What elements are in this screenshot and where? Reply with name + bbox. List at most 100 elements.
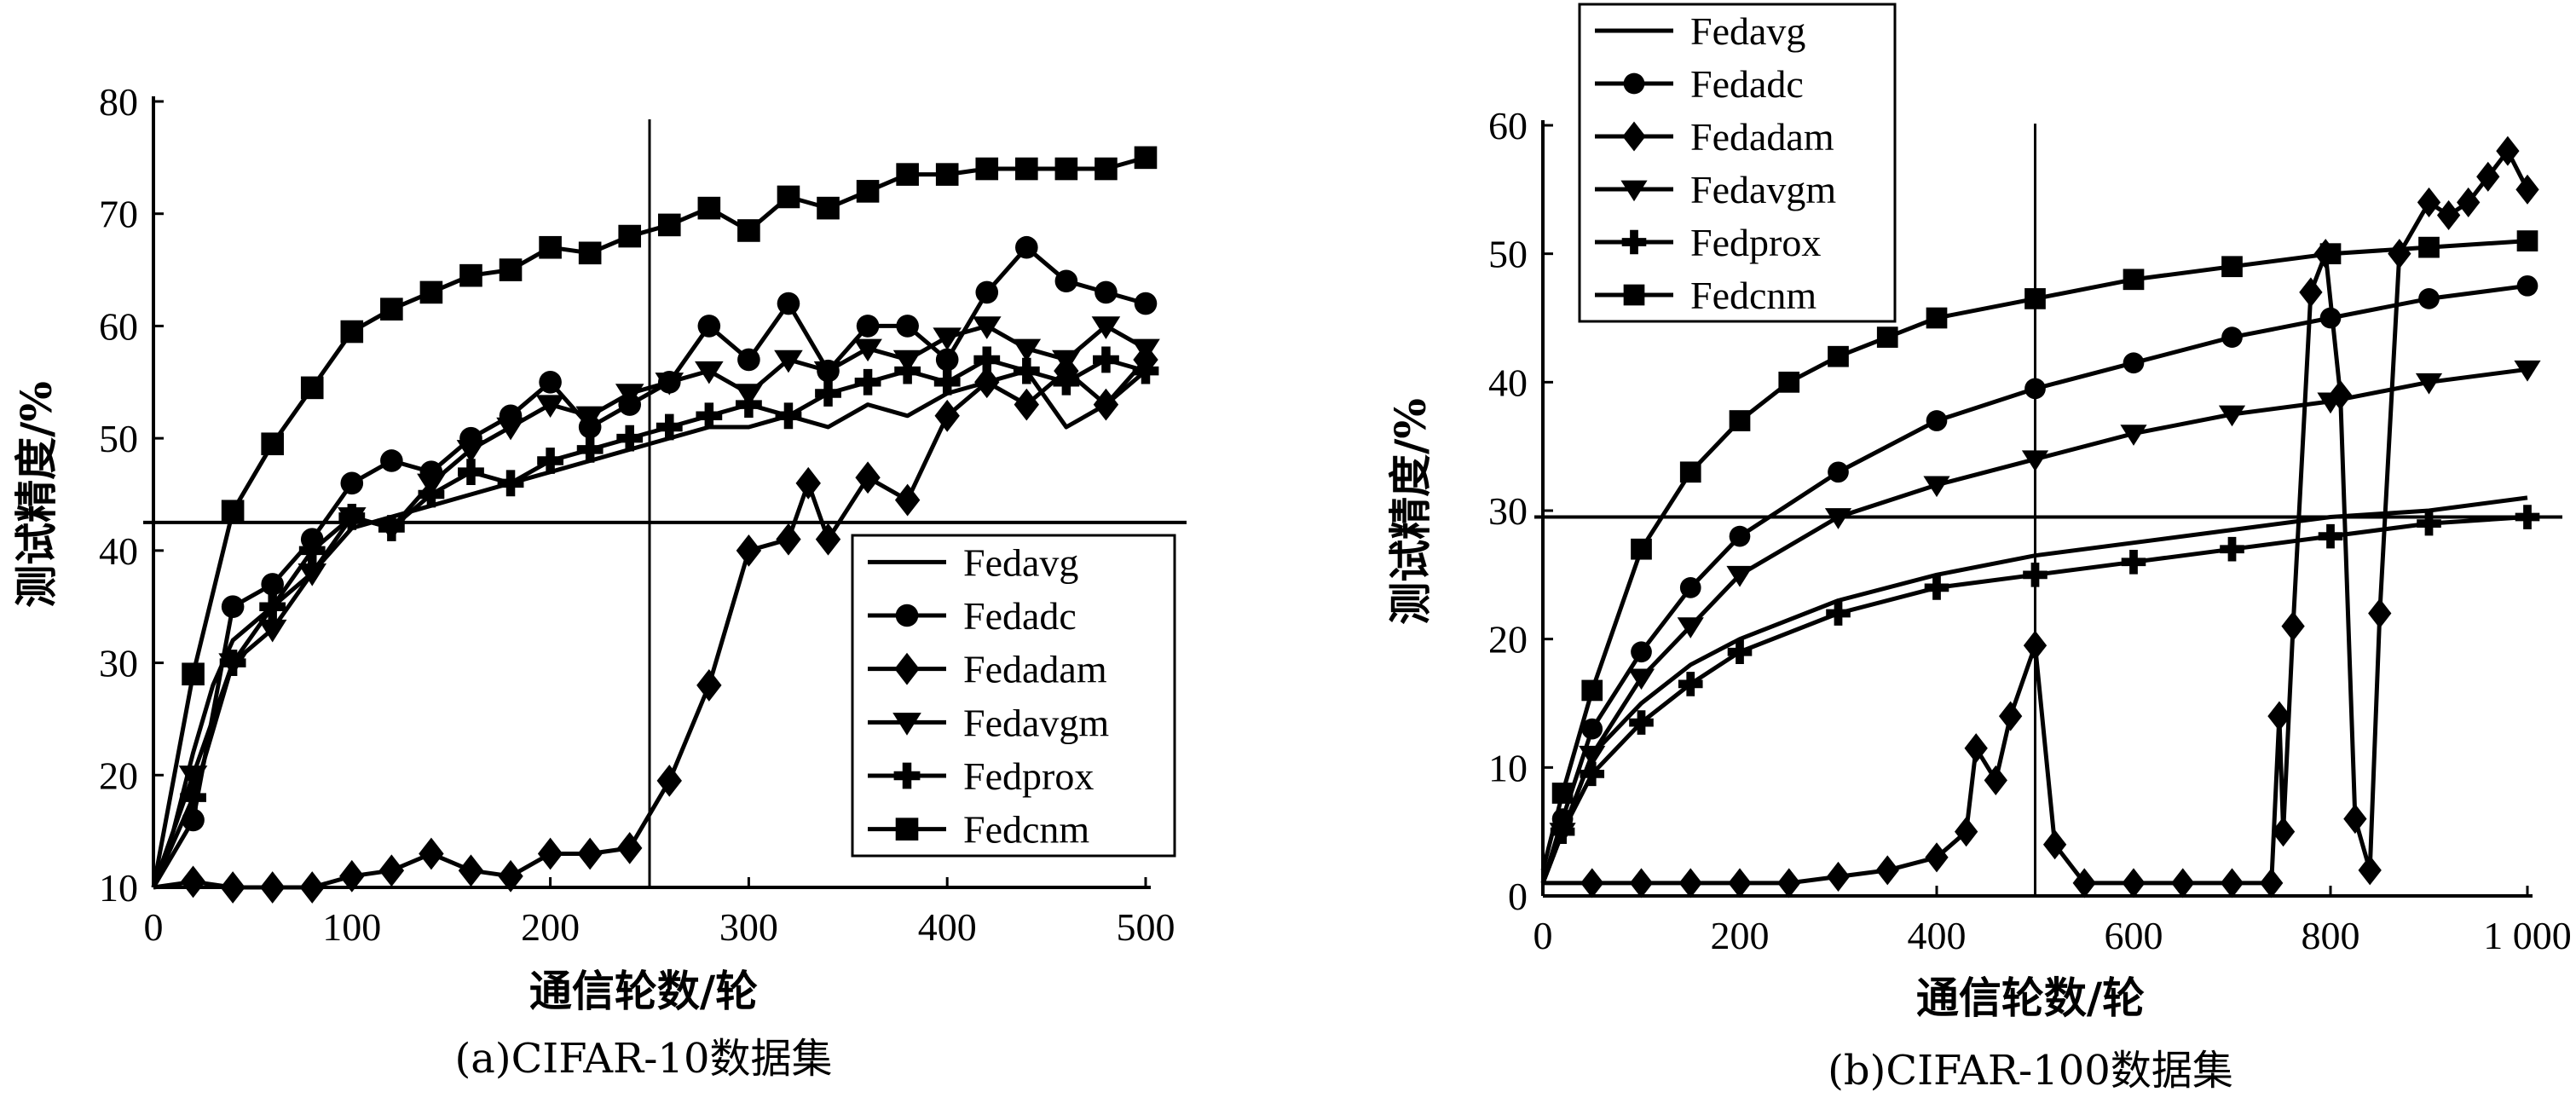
series-fedcnm [1540, 230, 2538, 871]
x-tick-label: 200 [521, 905, 580, 949]
data-point [1828, 345, 1849, 367]
series-line [1540, 515, 2528, 884]
x-tick-label: 300 [719, 905, 778, 949]
data-point [339, 859, 365, 893]
data-point [616, 425, 644, 452]
data-point [2317, 392, 2344, 414]
data-point [657, 213, 681, 237]
series-fedcnm [151, 146, 1158, 888]
y-tick-label: 50 [99, 417, 138, 460]
series-line [151, 245, 1146, 889]
data-point [2515, 174, 2539, 205]
data-point [535, 395, 565, 419]
legend-item: Fedprox [1595, 221, 1821, 264]
data-point [257, 619, 287, 643]
data-point [695, 361, 724, 384]
data-point [2415, 373, 2443, 395]
legend-marker-square [1623, 284, 1645, 306]
legend-marker-diamond [1622, 121, 1646, 152]
data-point [1551, 783, 1574, 804]
data-point [459, 263, 482, 287]
legend-marker-circle [1623, 72, 1645, 95]
data-point [1824, 508, 1852, 529]
data-point [2436, 199, 2461, 231]
data-point [2417, 187, 2441, 217]
data-point [1093, 346, 1119, 373]
data-point [2021, 450, 2049, 472]
series-fedadam [1543, 136, 2539, 898]
data-point [1729, 525, 1751, 547]
data-point [975, 280, 999, 304]
data-point [817, 196, 840, 220]
legend-label: Fedadc [963, 594, 1077, 638]
data-point [1095, 280, 1118, 304]
data-point [815, 380, 841, 407]
y-tick-label: 20 [99, 754, 138, 797]
x-tick-label: 200 [1711, 914, 1770, 957]
data-point [299, 871, 325, 904]
data-point [1875, 855, 1899, 886]
data-point [615, 384, 644, 407]
data-point [696, 669, 722, 702]
legend-item: Fedavgm [868, 701, 1109, 744]
x-tick-label: 1 000 [2483, 914, 2572, 957]
data-point [2358, 855, 2382, 886]
legend-item: Fedprox [868, 754, 1094, 798]
data-point [656, 413, 683, 441]
legend-item: Fedadc [1595, 62, 1804, 106]
data-point [2516, 230, 2538, 251]
data-point [777, 292, 800, 315]
data-point [2271, 817, 2296, 847]
data-point [498, 859, 523, 893]
data-point [380, 449, 403, 472]
data-point [340, 471, 364, 495]
data-point [974, 366, 1000, 399]
y-tick-label: 40 [1488, 361, 1528, 404]
series-fedavg [151, 368, 1147, 888]
data-point [1581, 718, 1603, 740]
data-point [2024, 288, 2046, 309]
y-tick-label: 50 [1488, 233, 1528, 276]
data-point [935, 163, 959, 186]
legend-marker-triangle-down [1620, 180, 1648, 202]
legend-label: Fedcnm [1690, 274, 1816, 317]
data-point [2299, 277, 2323, 308]
data-point [2072, 868, 2096, 898]
legend-marker-square [895, 817, 919, 841]
data-point [380, 298, 403, 321]
data-point [776, 523, 801, 556]
y-axis-title: 测试精度/% [1385, 398, 1435, 625]
data-point [539, 370, 562, 394]
data-point [2267, 701, 2291, 731]
data-point [1054, 269, 1078, 293]
data-point [1925, 842, 1949, 873]
data-point [775, 402, 802, 430]
panel-caption: (a)CIFAR-10数据集 [455, 1035, 833, 1083]
data-point [1955, 817, 1978, 847]
data-point [2319, 243, 2342, 265]
data-point [2514, 360, 2541, 382]
data-point [1926, 410, 1948, 431]
data-point [1095, 157, 1118, 181]
data-point [1629, 710, 1654, 735]
data-point [2042, 829, 2067, 860]
data-point [1134, 146, 1158, 170]
data-point [894, 483, 921, 517]
legend-label: Fedadam [1690, 115, 1834, 159]
data-point [539, 235, 562, 259]
data-point [736, 534, 762, 567]
data-point [418, 481, 445, 508]
data-point [219, 650, 246, 676]
legend-label: Fedprox [963, 754, 1094, 798]
data-point [1053, 368, 1080, 396]
legend-box [1578, 3, 1897, 323]
data-point [1134, 292, 1158, 315]
data-point [1631, 538, 1652, 560]
data-point [655, 373, 684, 396]
data-point [1964, 733, 1988, 764]
data-point [1678, 672, 1703, 696]
data-point [933, 327, 962, 350]
y-tick-label: 10 [1488, 746, 1528, 789]
x-tick-label: 0 [144, 905, 164, 949]
data-point [2221, 326, 2243, 348]
